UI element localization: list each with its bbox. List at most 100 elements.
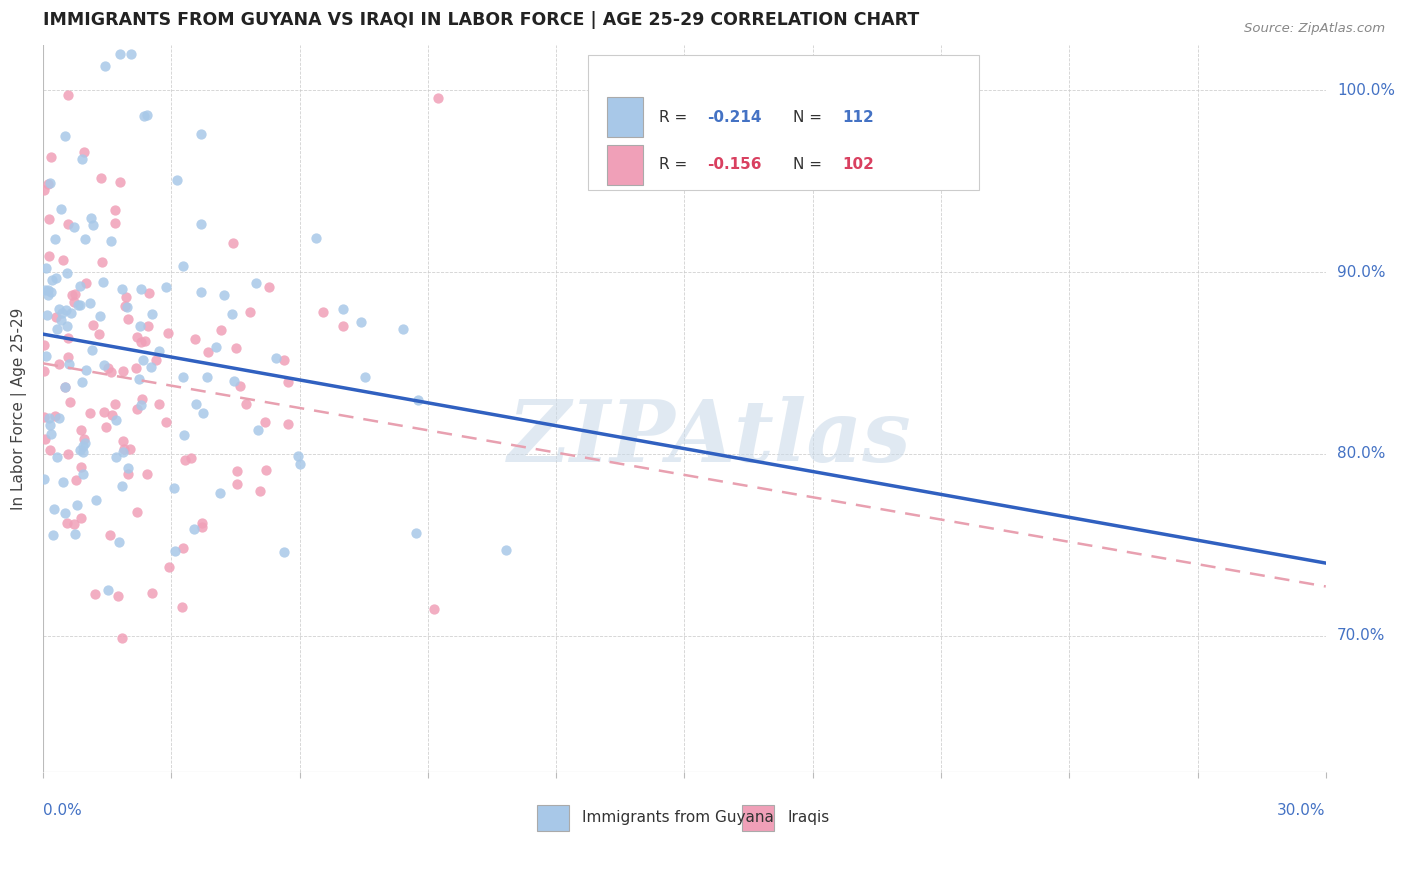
Point [423, 602, 446, 616]
Point [91, 255, 114, 269]
Point [65, 473, 87, 487]
Point [52, 475, 75, 489]
Point [100, 234, 122, 248]
Bar [607, 145, 644, 185]
Point [83, 587, 105, 601]
Point [56, 330, 79, 344]
Point [148, 397, 170, 411]
Point [110, 282, 132, 296]
Point [55, 266, 77, 280]
Point [45, 322, 67, 336]
Point [48, 357, 70, 371]
Point [53, 128, 76, 143]
Point [172, 369, 194, 384]
Point [208, 486, 231, 500]
Point [41, 285, 63, 299]
Text: R =: R = [659, 110, 692, 125]
Point [45, 271, 67, 285]
Point [38, 442, 60, 457]
Point [51, 306, 73, 320]
Point [89, 309, 111, 323]
Point [138, 286, 160, 301]
Point [72, 444, 94, 458]
Point [332, 318, 354, 333]
Point [141, 359, 163, 374]
Point [110, 631, 132, 645]
Point [111, 364, 134, 378]
Point [38, 249, 60, 263]
Point [304, 231, 326, 245]
Text: N =: N = [793, 157, 827, 172]
Point [222, 235, 245, 250]
Point [46, 450, 69, 464]
Point [120, 46, 142, 61]
Text: -0.156: -0.156 [707, 157, 762, 172]
Point [111, 479, 134, 493]
Point [60, 288, 83, 302]
Point [117, 467, 139, 481]
Point [135, 467, 157, 482]
Point [62, 219, 84, 234]
Point [184, 332, 207, 346]
Point [197, 344, 219, 359]
Point [273, 545, 295, 559]
Point [70, 375, 93, 389]
Point [254, 463, 277, 477]
Point [191, 516, 214, 530]
Point [32, 409, 55, 424]
Point [273, 353, 295, 368]
Point [72, 467, 94, 481]
Point [37, 283, 59, 297]
Point [98, 528, 121, 542]
Point [79, 295, 101, 310]
Point [53, 507, 76, 521]
Point [51, 312, 73, 326]
Point [41, 273, 63, 287]
Point [134, 109, 156, 123]
Point [115, 300, 138, 314]
Point [166, 173, 188, 187]
Point [97, 582, 120, 597]
Point [205, 340, 228, 354]
Point [70, 423, 93, 437]
Text: 102: 102 [842, 157, 875, 172]
Point [131, 334, 153, 349]
Point [212, 287, 235, 301]
Text: ZIPAtlas: ZIPAtlas [508, 396, 912, 479]
Point [221, 307, 243, 321]
Text: Iraqis: Iraqis [787, 810, 830, 825]
Point [184, 397, 207, 411]
Point [63, 286, 86, 301]
Point [32, 183, 55, 197]
Point [48, 302, 70, 317]
Point [172, 541, 194, 555]
Point [82, 218, 104, 232]
Point [239, 305, 262, 319]
Text: 80.0%: 80.0% [1337, 447, 1385, 461]
Text: 70.0%: 70.0% [1337, 629, 1385, 643]
Point [170, 599, 193, 614]
Point [225, 341, 247, 355]
Point [101, 408, 124, 422]
Point [145, 353, 167, 368]
Point [91, 276, 114, 290]
Point [93, 405, 115, 419]
Point [287, 450, 309, 464]
Point [63, 295, 86, 310]
Point [197, 370, 219, 384]
Point [426, 91, 449, 105]
Point [277, 375, 299, 389]
Point [136, 318, 159, 333]
Point [495, 543, 517, 558]
Point [75, 232, 97, 246]
Point [35, 349, 58, 363]
Point [209, 323, 232, 337]
Text: 90.0%: 90.0% [1337, 265, 1385, 279]
Text: IMMIGRANTS FROM GUYANA VS IRAQI IN LABOR FORCE | AGE 25-29 CORRELATION CHART: IMMIGRANTS FROM GUYANA VS IRAQI IN LABOR… [44, 11, 920, 29]
Point [128, 372, 150, 386]
Text: 112: 112 [842, 110, 875, 125]
Point [52, 253, 75, 268]
Point [190, 217, 212, 231]
Point [56, 319, 79, 334]
Point [34, 432, 56, 446]
